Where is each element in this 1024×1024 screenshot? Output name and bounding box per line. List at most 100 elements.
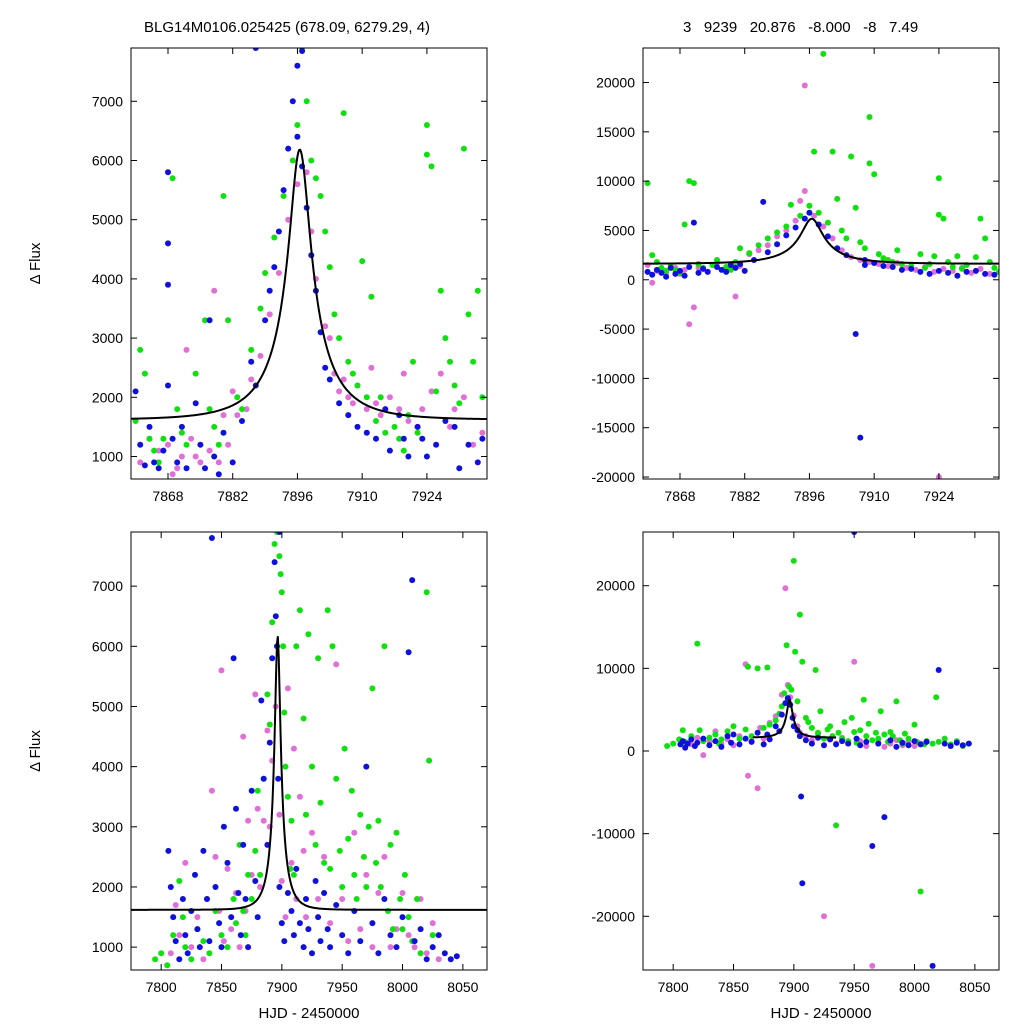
y-tick-label: -15000 bbox=[591, 420, 635, 436]
data-point-green bbox=[861, 245, 868, 252]
data-point-blue bbox=[857, 742, 864, 749]
data-point-pink bbox=[863, 743, 870, 749]
data-point-blue bbox=[296, 920, 303, 927]
data-point-blue bbox=[423, 453, 430, 460]
data-point-green bbox=[736, 735, 743, 742]
data-point-green bbox=[375, 817, 382, 824]
data-point-pink bbox=[829, 235, 836, 242]
data-point-blue bbox=[778, 711, 785, 718]
data-point-pink bbox=[336, 388, 343, 395]
data-point-blue bbox=[782, 700, 789, 707]
data-point-green bbox=[901, 730, 908, 737]
data-point-green bbox=[783, 223, 790, 230]
data-point-blue bbox=[447, 956, 454, 963]
data-point-blue bbox=[165, 240, 171, 247]
data-point-pink bbox=[155, 447, 162, 454]
x-tick-label: 7800 bbox=[146, 979, 177, 995]
data-point-green bbox=[312, 175, 319, 182]
data-point-green bbox=[245, 871, 252, 878]
data-point-blue bbox=[714, 264, 720, 270]
data-point-pink bbox=[345, 394, 352, 401]
data-point-blue bbox=[853, 735, 860, 742]
data-point-green bbox=[414, 429, 421, 436]
data-point-blue bbox=[363, 763, 370, 770]
data-point-green bbox=[755, 242, 762, 249]
data-point-pink bbox=[986, 270, 993, 277]
data-point-pink bbox=[694, 734, 701, 741]
data-point-pink bbox=[194, 914, 201, 921]
data-point-blue bbox=[300, 944, 307, 951]
data-point-blue bbox=[160, 447, 167, 454]
data-point-green bbox=[365, 823, 372, 830]
data-point-pink bbox=[290, 745, 297, 752]
data-point-green bbox=[410, 358, 416, 365]
data-point-green bbox=[764, 235, 771, 242]
data-point-green bbox=[811, 148, 818, 155]
data-point-blue bbox=[441, 950, 448, 957]
data-point-pink bbox=[357, 926, 364, 933]
data-point-green bbox=[271, 541, 278, 547]
data-points bbox=[664, 532, 972, 969]
data-point-blue bbox=[724, 733, 731, 740]
data-point-blue bbox=[202, 465, 208, 472]
data-point-pink bbox=[284, 685, 291, 692]
x-tick-label: 7850 bbox=[206, 979, 237, 995]
data-point-blue bbox=[899, 739, 906, 746]
data-point-pink bbox=[206, 447, 213, 454]
data-point-pink bbox=[686, 321, 693, 328]
data-point-green bbox=[766, 721, 773, 728]
data-point-blue bbox=[224, 859, 231, 866]
data-point-blue bbox=[220, 429, 227, 436]
data-point-pink bbox=[282, 914, 289, 921]
data-point-green bbox=[746, 250, 753, 257]
data-point-blue bbox=[456, 465, 463, 472]
data-point-blue bbox=[947, 743, 954, 749]
data-point-blue bbox=[442, 418, 449, 424]
data-point-green bbox=[321, 859, 328, 866]
data-point-blue bbox=[917, 268, 924, 275]
data-point-green bbox=[848, 153, 855, 160]
data-point-green bbox=[696, 727, 703, 734]
model-fit-curve bbox=[752, 698, 837, 739]
x-tick-label: 7900 bbox=[778, 979, 809, 995]
data-point-blue bbox=[965, 740, 972, 747]
data-point-pink bbox=[178, 453, 185, 460]
x-tick-label: 8050 bbox=[447, 979, 478, 995]
data-point-green bbox=[465, 311, 472, 318]
data-point-green bbox=[391, 423, 398, 430]
data-point-pink bbox=[940, 265, 947, 272]
data-point-pink bbox=[176, 932, 183, 939]
data-point-blue bbox=[280, 187, 287, 194]
data-point-pink bbox=[183, 346, 190, 353]
data-point-blue bbox=[233, 805, 239, 812]
data-point-blue bbox=[479, 435, 486, 442]
data-point-green bbox=[353, 896, 360, 902]
data-point-blue bbox=[798, 793, 805, 800]
data-point-green bbox=[866, 114, 873, 120]
data-point-blue bbox=[852, 331, 859, 337]
data-point-pink bbox=[309, 829, 315, 836]
data-point-green bbox=[178, 429, 185, 436]
data-point-green bbox=[933, 694, 940, 701]
data-point-blue bbox=[833, 741, 840, 748]
data-point-green bbox=[280, 643, 287, 650]
data-point-blue bbox=[169, 435, 176, 442]
data-point-green bbox=[382, 429, 389, 436]
data-point-green bbox=[389, 926, 396, 933]
data-point-green bbox=[754, 665, 761, 672]
data-point-blue bbox=[345, 412, 352, 419]
data-point-green bbox=[417, 950, 424, 957]
data-point-pink bbox=[266, 311, 273, 318]
y-tick-label: 2000 bbox=[92, 389, 123, 405]
data-point-green bbox=[954, 253, 961, 260]
panel-bottom-right: 7800 7850 7900 7950 8000 8050 -20000 -10000 0 100… bbox=[591, 531, 1000, 1022]
data-point-green bbox=[252, 847, 259, 854]
data-point-blue bbox=[690, 219, 697, 226]
data-point-blue bbox=[863, 738, 870, 745]
data-point-pink bbox=[137, 459, 144, 466]
data-point-blue bbox=[935, 267, 942, 274]
data-point-green bbox=[817, 708, 824, 715]
data-point-blue bbox=[151, 459, 158, 466]
data-point-blue bbox=[663, 273, 670, 280]
data-point-pink bbox=[257, 352, 264, 359]
